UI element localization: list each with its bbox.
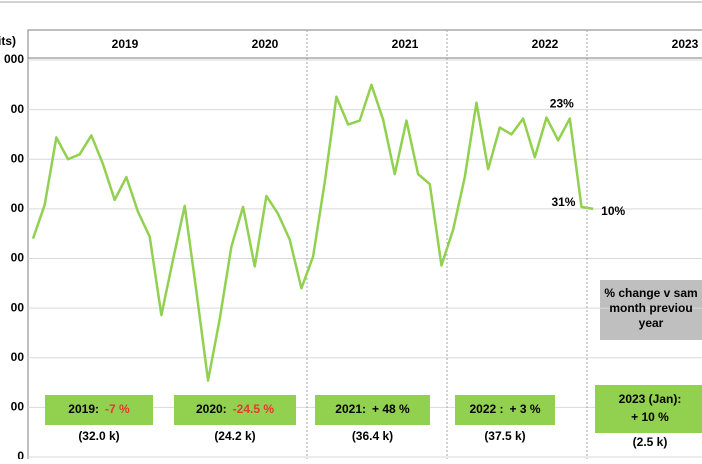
summary-change: + 48 %	[372, 402, 410, 416]
summary-label: 2023 (Jan):	[619, 392, 682, 406]
summary-change: + 3 %	[510, 402, 541, 416]
summary-change: -24.5 %	[233, 402, 275, 416]
summary-total: (32.0 k)	[78, 429, 119, 443]
note-text: % change v sam	[604, 286, 697, 300]
year-header: 2022	[532, 37, 559, 51]
y-tick-label: 00	[11, 350, 25, 364]
point-annotation: 10%	[601, 204, 625, 218]
summary-box	[174, 395, 296, 425]
y-tick-label: 0	[17, 449, 24, 459]
year-header: 2023	[672, 37, 699, 51]
summary-change: + 10 %	[631, 410, 669, 424]
summary-box	[455, 395, 555, 425]
summary-text: 2022 : + 3 %	[469, 402, 540, 416]
summary-text: 2021: + 48 %	[335, 402, 410, 416]
year-header: 2020	[252, 37, 279, 51]
summary-total: (37.5 k)	[484, 429, 525, 443]
summary-text: 2020: -24.5 %	[196, 402, 274, 416]
summary-label: 2019:	[68, 402, 99, 416]
summary-total: (2.5 k)	[633, 435, 668, 449]
y-tick-label: 00	[11, 300, 25, 314]
y-tick-label: 00	[11, 251, 25, 265]
y-tick-label: 00	[11, 400, 25, 414]
point-annotation: 23%	[550, 97, 574, 111]
header-frame	[27, 29, 702, 59]
y-tick-label: 000	[4, 52, 24, 66]
data-line	[31, 83, 594, 382]
y-tick-label: 00	[11, 201, 25, 215]
y-tick-label: 00	[11, 102, 25, 116]
summary-box	[595, 385, 702, 433]
summary-total: (36.4 k)	[352, 429, 393, 443]
note-box	[600, 280, 702, 340]
summary-box	[315, 395, 430, 425]
summary-label: 2021:	[335, 402, 366, 416]
summary-label: 2020:	[196, 402, 227, 416]
summary-box	[45, 395, 153, 425]
summary-total: (24.2 k)	[214, 429, 255, 443]
summary-change: -7 %	[105, 402, 130, 416]
note-text: month previou	[609, 301, 692, 315]
y-tick-label: 00	[11, 151, 25, 165]
year-header: 2019	[112, 37, 139, 51]
year-header: 2021	[392, 37, 419, 51]
y-axis-label: its)	[0, 34, 16, 48]
point-annotation: 31%	[551, 195, 575, 209]
note-text: year	[639, 316, 664, 330]
summary-label: 2022 :	[469, 402, 503, 416]
summary-text: 2019: -7 %	[68, 402, 130, 416]
